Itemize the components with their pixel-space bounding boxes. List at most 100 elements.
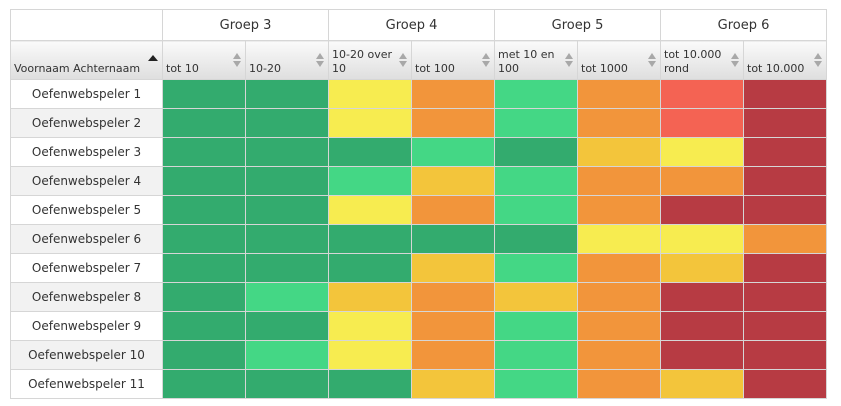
player-name: Oefenwebspeler 1	[10, 79, 163, 109]
score-cell	[660, 195, 744, 225]
column-header-row: Voornaam Achternaam tot 10 10-20 10-20 o…	[10, 40, 827, 80]
group-header-3: Groep 3	[162, 9, 329, 41]
column-header[interactable]: 10-20	[245, 40, 329, 80]
sort-icon[interactable]	[482, 52, 490, 68]
score-cell	[162, 340, 246, 370]
score-cell	[494, 108, 578, 138]
sort-icon[interactable]	[399, 52, 407, 68]
score-cell	[660, 282, 744, 312]
score-cell	[411, 340, 495, 370]
score-cell	[743, 79, 827, 109]
score-cell	[411, 108, 495, 138]
score-cell	[328, 253, 412, 283]
score-cell	[245, 282, 329, 312]
sort-icon[interactable]	[814, 52, 822, 68]
score-cell	[743, 195, 827, 225]
score-cell	[577, 108, 661, 138]
score-cell	[411, 369, 495, 399]
score-cell	[494, 195, 578, 225]
score-cell	[245, 224, 329, 254]
score-cell	[162, 224, 246, 254]
score-cell	[577, 79, 661, 109]
column-label: tot 10.000 rond	[664, 48, 722, 75]
sort-icon[interactable]	[731, 52, 739, 68]
player-name: Oefenwebspeler 3	[10, 137, 163, 167]
sort-icon[interactable]	[233, 52, 241, 68]
score-cell	[245, 253, 329, 283]
column-label: tot 1000	[581, 62, 628, 75]
score-cell	[411, 224, 495, 254]
player-name: Oefenwebspeler 10	[10, 340, 163, 370]
score-cell	[577, 253, 661, 283]
column-header[interactable]: met 10 en 100	[494, 40, 578, 80]
player-rows: Oefenwebspeler 1 Oefenwebspeler 2 Oefenweb…	[10, 79, 827, 399]
player-name: Oefenwebspeler 4	[10, 166, 163, 196]
column-header[interactable]: tot 10.000	[743, 40, 827, 80]
score-cell	[743, 224, 827, 254]
score-cell	[660, 340, 744, 370]
score-cell	[245, 108, 329, 138]
score-cell	[577, 195, 661, 225]
table-row: Oefenwebspeler 1	[10, 79, 827, 109]
name-column-header[interactable]: Voornaam Achternaam	[10, 40, 163, 80]
score-cell	[245, 311, 329, 341]
score-cell	[494, 79, 578, 109]
score-cell	[245, 137, 329, 167]
player-name: Oefenwebspeler 6	[10, 224, 163, 254]
score-cell	[245, 166, 329, 196]
score-cell	[328, 369, 412, 399]
score-cell	[245, 369, 329, 399]
column-header[interactable]: tot 10.000 rond	[660, 40, 744, 80]
score-cell	[660, 311, 744, 341]
sort-icon[interactable]	[565, 52, 573, 68]
score-cell	[660, 369, 744, 399]
score-cell	[743, 340, 827, 370]
score-cell	[411, 166, 495, 196]
column-label: tot 100	[415, 62, 455, 75]
score-cell	[660, 137, 744, 167]
score-cell	[743, 253, 827, 283]
sort-icon[interactable]	[316, 52, 324, 68]
score-cell	[494, 253, 578, 283]
score-cell	[245, 79, 329, 109]
group-header-row: Groep 3 Groep 4 Groep 5 Groep 6	[10, 9, 827, 41]
score-cell	[328, 79, 412, 109]
column-header[interactable]: tot 100	[411, 40, 495, 80]
corner-cell	[10, 9, 163, 41]
score-cell	[162, 166, 246, 196]
score-cell	[494, 369, 578, 399]
player-name: Oefenwebspeler 9	[10, 311, 163, 341]
score-cell	[660, 108, 744, 138]
column-label: met 10 en 100	[498, 48, 555, 75]
column-label: 10-20 over 10	[332, 48, 392, 75]
score-cell	[328, 195, 412, 225]
group-header-5: Groep 5	[494, 9, 661, 41]
score-cell	[411, 282, 495, 312]
player-name: Oefenwebspeler 8	[10, 282, 163, 312]
column-header[interactable]: tot 1000	[577, 40, 661, 80]
column-header[interactable]: tot 10	[162, 40, 246, 80]
table-row: Oefenwebspeler 7	[10, 253, 827, 283]
score-cell	[162, 137, 246, 167]
score-cell	[411, 137, 495, 167]
score-cell	[577, 311, 661, 341]
table-row: Oefenwebspeler 11	[10, 369, 827, 399]
score-cell	[411, 311, 495, 341]
table-row: Oefenwebspeler 9	[10, 311, 827, 341]
table-row: Oefenwebspeler 4	[10, 166, 827, 196]
table-row: Oefenwebspeler 6	[10, 224, 827, 254]
column-header[interactable]: 10-20 over 10	[328, 40, 412, 80]
table-row: Oefenwebspeler 8	[10, 282, 827, 312]
sort-icon[interactable]	[648, 52, 656, 68]
player-name: Oefenwebspeler 5	[10, 195, 163, 225]
group-header-6: Groep 6	[660, 9, 827, 41]
score-cell	[328, 311, 412, 341]
score-cell	[660, 79, 744, 109]
score-cell	[577, 224, 661, 254]
score-cell	[494, 282, 578, 312]
name-column-label: Voornaam Achternaam	[14, 62, 141, 75]
sort-ascending-icon[interactable]	[148, 55, 158, 61]
score-cell	[743, 108, 827, 138]
score-cell	[743, 282, 827, 312]
score-cell	[577, 340, 661, 370]
